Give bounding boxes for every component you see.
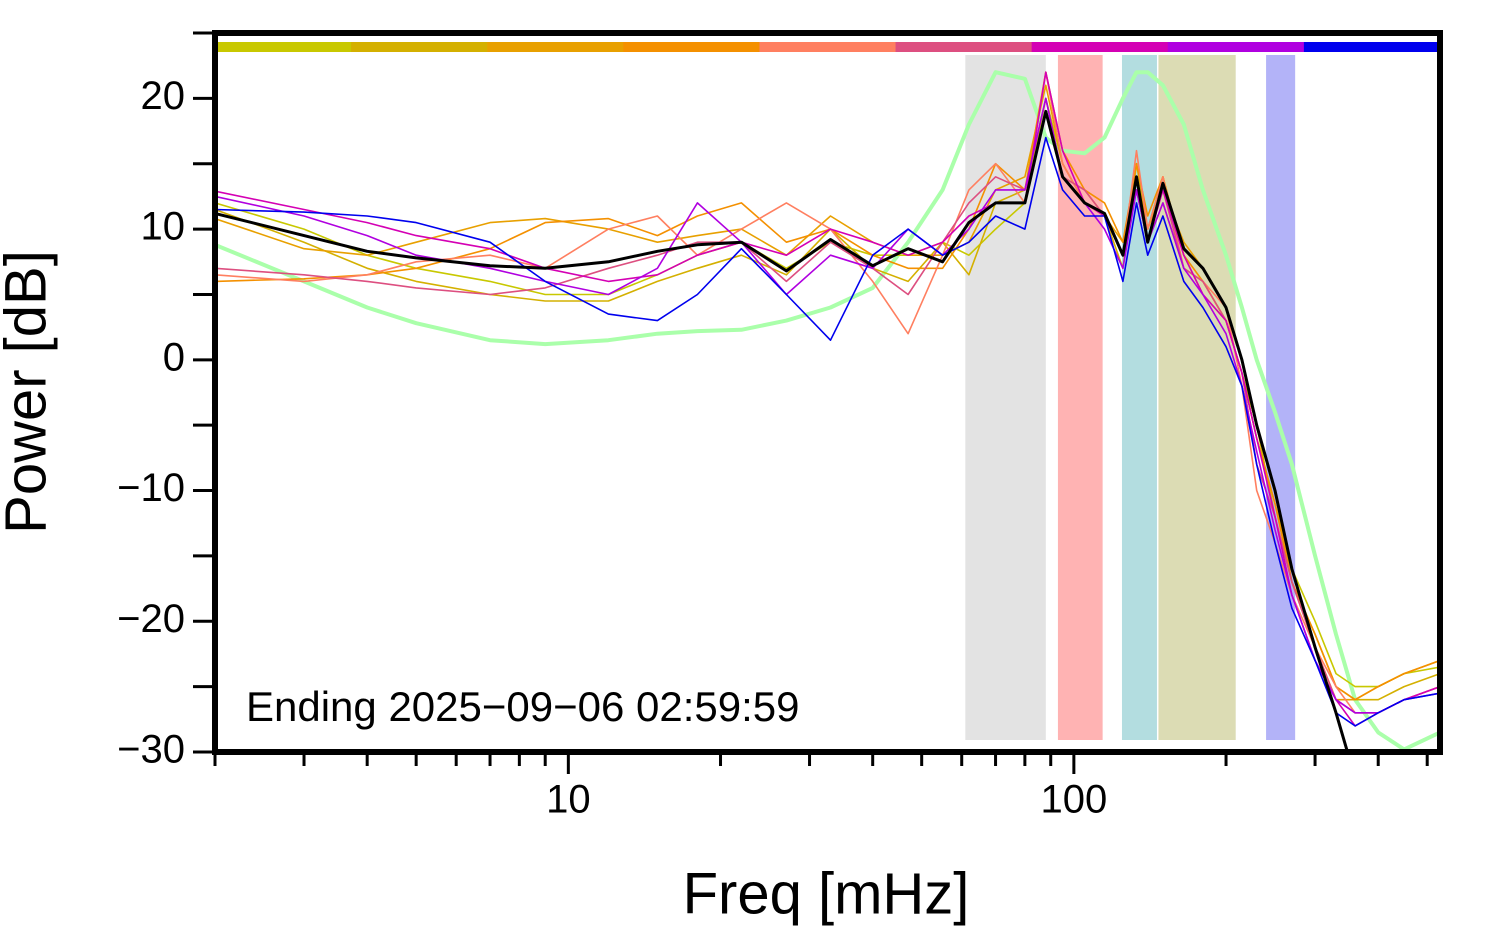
color-bar-segment [895,42,1033,52]
band [1121,55,1157,740]
color-bar-segment [1303,42,1441,52]
y-tick-label: −30 [117,728,185,772]
x-tick-label: 100 [1040,778,1107,822]
color-bar-segment [623,42,760,52]
y-tick-label: −20 [117,597,185,641]
series-line [215,71,1440,714]
y-tick-label: 0 [163,335,185,379]
color-bar-segment [487,42,624,52]
color-bar-segment [215,42,352,52]
series-line [215,71,1440,727]
series-line [215,110,1440,701]
plot-frame [212,30,1443,755]
color-bar-segment [759,42,897,52]
series-line [215,136,1440,727]
band [1158,55,1236,740]
series-line [215,84,1440,701]
annotation: Ending 2025−09−06 02:59:59 [246,683,800,730]
series-line [215,70,1440,752]
series-line [215,109,1350,752]
y-axis-label: Power [dB] [0,250,58,534]
series-line [215,71,1440,701]
y-tick-label: 20 [141,74,186,118]
band [1057,55,1103,740]
x-axis-label: Freq [mHz] [683,861,970,926]
color-bar-segment [351,42,488,52]
x-tick-label: 10 [546,778,591,822]
series-line [215,97,1440,714]
axes: −30 −20 −10 0 10 20 10 100 [117,30,1443,822]
y-tick-label: −10 [117,466,185,510]
y-tick-label: 10 [141,205,186,249]
color-bar-segment [1167,42,1305,52]
color-bar-segment [1031,42,1169,52]
series-line [215,97,1440,714]
lines [215,70,1440,752]
series-line [215,97,1440,688]
